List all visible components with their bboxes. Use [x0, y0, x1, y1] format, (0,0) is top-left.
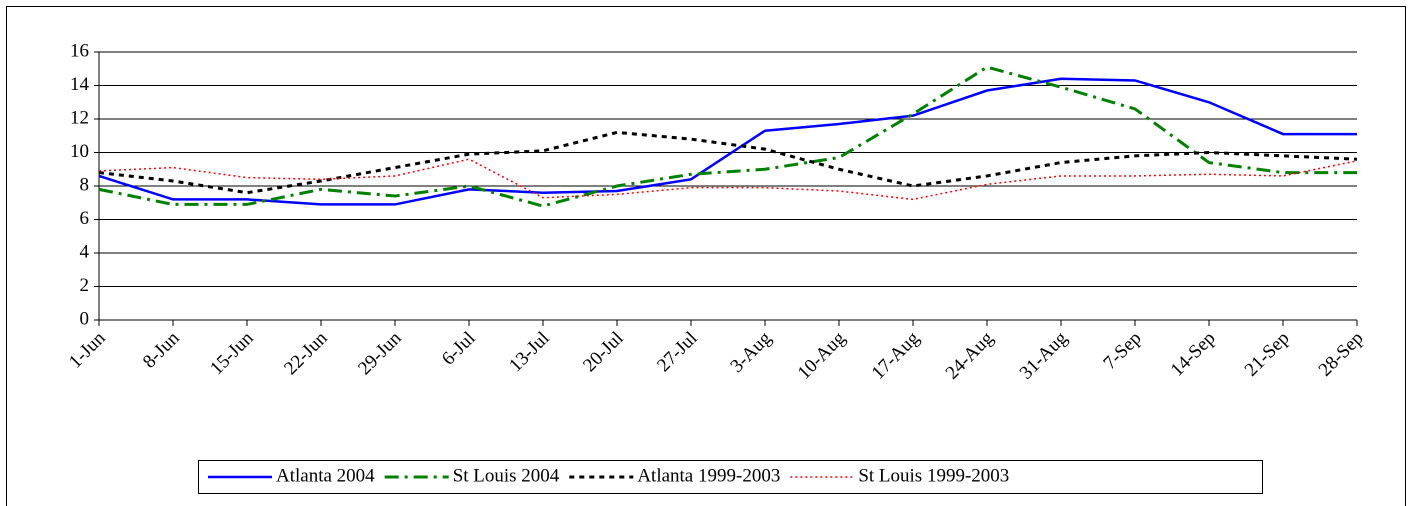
y-tick-label: 16	[70, 40, 89, 61]
series-line	[98, 130, 1358, 195]
y-tick-label: 14	[70, 74, 90, 95]
chart-border	[6, 6, 1406, 506]
legend-label: Atlanta 1999-2003	[637, 465, 780, 486]
legend-box	[198, 460, 1263, 494]
y-tick-label: 8	[80, 174, 90, 195]
y-tick-label: 12	[70, 107, 89, 128]
y-tick-label: 2	[80, 275, 90, 296]
y-tick-label: 4	[80, 241, 90, 262]
legend-label: St Louis 1999-2003	[858, 465, 1009, 486]
y-tick-label: 10	[70, 141, 89, 162]
y-tick-label: 6	[80, 208, 90, 229]
y-tick-label: 0	[80, 308, 90, 329]
series-line	[98, 65, 1357, 208]
series-line	[98, 77, 1357, 206]
legend-label: Atlanta 2004	[276, 465, 375, 486]
series-line	[98, 158, 1358, 201]
legend-label: St Louis 2004	[453, 465, 560, 486]
